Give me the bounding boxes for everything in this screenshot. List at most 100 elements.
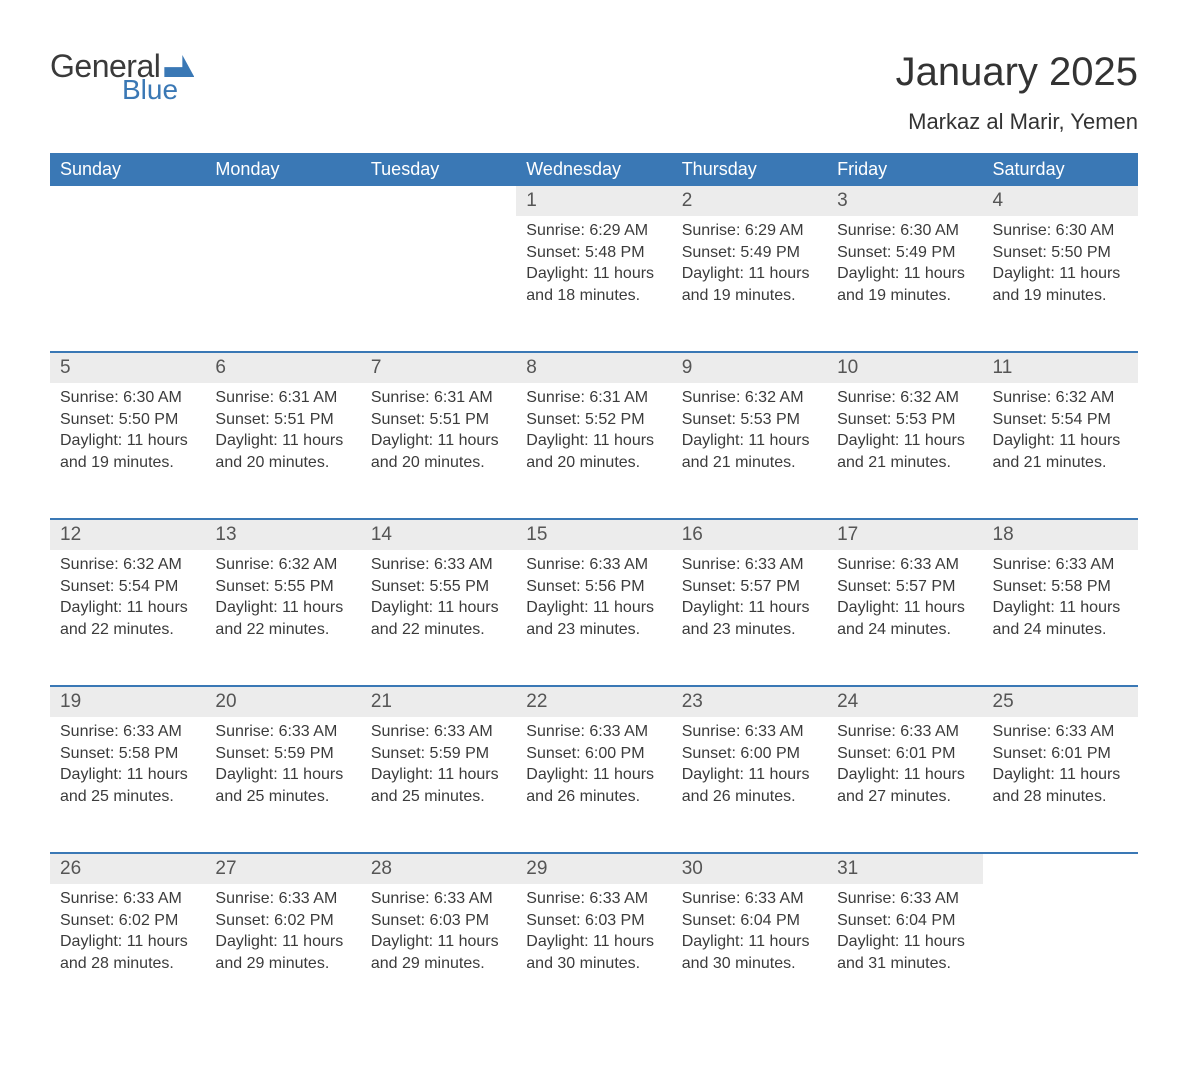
sunset-text: Sunset: 5:58 PM — [60, 743, 195, 765]
sunrise-text: Sunrise: 6:32 AM — [215, 554, 350, 576]
day-number: 20 — [205, 686, 360, 717]
day-cell: Sunrise: 6:33 AMSunset: 6:01 PMDaylight:… — [983, 717, 1138, 853]
day-number: 26 — [50, 853, 205, 884]
sunrise-text: Sunrise: 6:31 AM — [215, 387, 350, 409]
day-number: 7 — [361, 352, 516, 383]
weekday-header: Monday — [205, 153, 360, 186]
day-number: 8 — [516, 352, 671, 383]
sunset-text: Sunset: 5:58 PM — [993, 576, 1128, 598]
day-number: 13 — [205, 519, 360, 550]
week-daynum-row: 567891011 — [50, 352, 1138, 383]
sunrise-text: Sunrise: 6:33 AM — [215, 888, 350, 910]
day-cell: Sunrise: 6:32 AMSunset: 5:53 PMDaylight:… — [827, 383, 982, 519]
day-cell: Sunrise: 6:30 AMSunset: 5:49 PMDaylight:… — [827, 216, 982, 352]
day-cell: Sunrise: 6:33 AMSunset: 6:01 PMDaylight:… — [827, 717, 982, 853]
sunset-text: Sunset: 6:04 PM — [682, 910, 817, 932]
daylight-text: Daylight: 11 hours and 27 minutes. — [837, 764, 972, 807]
sunrise-text: Sunrise: 6:33 AM — [60, 721, 195, 743]
sunset-text: Sunset: 5:55 PM — [215, 576, 350, 598]
day-number: 11 — [983, 352, 1138, 383]
day-cell: Sunrise: 6:33 AMSunset: 5:59 PMDaylight:… — [205, 717, 360, 853]
empty-cell — [361, 186, 516, 216]
sunrise-text: Sunrise: 6:33 AM — [526, 554, 661, 576]
day-number: 2 — [672, 186, 827, 216]
weekday-header: Wednesday — [516, 153, 671, 186]
day-number: 12 — [50, 519, 205, 550]
empty-cell — [983, 853, 1138, 884]
sunrise-text: Sunrise: 6:33 AM — [526, 888, 661, 910]
day-number: 17 — [827, 519, 982, 550]
daylight-text: Daylight: 11 hours and 29 minutes. — [371, 931, 506, 974]
daylight-text: Daylight: 11 hours and 26 minutes. — [526, 764, 661, 807]
daylight-text: Daylight: 11 hours and 22 minutes. — [60, 597, 195, 640]
sunrise-text: Sunrise: 6:33 AM — [526, 721, 661, 743]
day-number: 14 — [361, 519, 516, 550]
daylight-text: Daylight: 11 hours and 20 minutes. — [215, 430, 350, 473]
daylight-text: Daylight: 11 hours and 23 minutes. — [526, 597, 661, 640]
weekday-header: Thursday — [672, 153, 827, 186]
day-cell: Sunrise: 6:29 AMSunset: 5:48 PMDaylight:… — [516, 216, 671, 352]
day-number: 15 — [516, 519, 671, 550]
day-cell: Sunrise: 6:33 AMSunset: 5:57 PMDaylight:… — [672, 550, 827, 686]
sunrise-text: Sunrise: 6:33 AM — [682, 554, 817, 576]
sunset-text: Sunset: 5:48 PM — [526, 242, 661, 264]
day-number: 24 — [827, 686, 982, 717]
daylight-text: Daylight: 11 hours and 24 minutes. — [837, 597, 972, 640]
sunset-text: Sunset: 5:52 PM — [526, 409, 661, 431]
sunset-text: Sunset: 6:00 PM — [526, 743, 661, 765]
day-number: 1 — [516, 186, 671, 216]
sunset-text: Sunset: 6:03 PM — [371, 910, 506, 932]
daylight-text: Daylight: 11 hours and 19 minutes. — [60, 430, 195, 473]
sunrise-text: Sunrise: 6:33 AM — [215, 721, 350, 743]
sunset-text: Sunset: 5:54 PM — [60, 576, 195, 598]
daylight-text: Daylight: 11 hours and 22 minutes. — [371, 597, 506, 640]
daylight-text: Daylight: 11 hours and 22 minutes. — [215, 597, 350, 640]
daylight-text: Daylight: 11 hours and 18 minutes. — [526, 263, 661, 306]
day-cell: Sunrise: 6:32 AMSunset: 5:55 PMDaylight:… — [205, 550, 360, 686]
sunrise-text: Sunrise: 6:33 AM — [682, 721, 817, 743]
sunset-text: Sunset: 5:49 PM — [682, 242, 817, 264]
week-body-row: Sunrise: 6:33 AMSunset: 5:58 PMDaylight:… — [50, 717, 1138, 853]
day-cell: Sunrise: 6:32 AMSunset: 5:53 PMDaylight:… — [672, 383, 827, 519]
sunset-text: Sunset: 5:51 PM — [215, 409, 350, 431]
day-cell: Sunrise: 6:33 AMSunset: 5:58 PMDaylight:… — [983, 550, 1138, 686]
sunset-text: Sunset: 6:02 PM — [60, 910, 195, 932]
empty-cell — [50, 216, 205, 352]
day-number: 4 — [983, 186, 1138, 216]
day-number: 29 — [516, 853, 671, 884]
day-cell: Sunrise: 6:32 AMSunset: 5:54 PMDaylight:… — [983, 383, 1138, 519]
day-cell: Sunrise: 6:33 AMSunset: 5:56 PMDaylight:… — [516, 550, 671, 686]
day-cell: Sunrise: 6:32 AMSunset: 5:54 PMDaylight:… — [50, 550, 205, 686]
sunrise-text: Sunrise: 6:33 AM — [837, 888, 972, 910]
daylight-text: Daylight: 11 hours and 28 minutes. — [60, 931, 195, 974]
day-cell: Sunrise: 6:33 AMSunset: 5:57 PMDaylight:… — [827, 550, 982, 686]
day-cell: Sunrise: 6:33 AMSunset: 6:04 PMDaylight:… — [672, 884, 827, 1020]
calendar-table: SundayMondayTuesdayWednesdayThursdayFrid… — [50, 153, 1138, 1020]
sunrise-text: Sunrise: 6:29 AM — [682, 220, 817, 242]
sunrise-text: Sunrise: 6:33 AM — [371, 554, 506, 576]
week-daynum-row: 12131415161718 — [50, 519, 1138, 550]
sunrise-text: Sunrise: 6:32 AM — [60, 554, 195, 576]
sunset-text: Sunset: 5:50 PM — [993, 242, 1128, 264]
day-cell: Sunrise: 6:31 AMSunset: 5:51 PMDaylight:… — [205, 383, 360, 519]
sunset-text: Sunset: 5:53 PM — [682, 409, 817, 431]
day-number: 9 — [672, 352, 827, 383]
day-number: 31 — [827, 853, 982, 884]
day-cell: Sunrise: 6:33 AMSunset: 5:59 PMDaylight:… — [361, 717, 516, 853]
sunrise-text: Sunrise: 6:32 AM — [837, 387, 972, 409]
day-cell: Sunrise: 6:30 AMSunset: 5:50 PMDaylight:… — [50, 383, 205, 519]
sunset-text: Sunset: 5:51 PM — [371, 409, 506, 431]
daylight-text: Daylight: 11 hours and 21 minutes. — [837, 430, 972, 473]
day-number: 18 — [983, 519, 1138, 550]
logo: General Blue — [50, 50, 194, 104]
daylight-text: Daylight: 11 hours and 31 minutes. — [837, 931, 972, 974]
day-cell: Sunrise: 6:33 AMSunset: 6:03 PMDaylight:… — [361, 884, 516, 1020]
sunset-text: Sunset: 5:54 PM — [993, 409, 1128, 431]
sunset-text: Sunset: 6:04 PM — [837, 910, 972, 932]
week-daynum-row: 19202122232425 — [50, 686, 1138, 717]
week-daynum-row: 262728293031 — [50, 853, 1138, 884]
sunset-text: Sunset: 5:59 PM — [371, 743, 506, 765]
sunset-text: Sunset: 5:49 PM — [837, 242, 972, 264]
week-daynum-row: 1234 — [50, 186, 1138, 216]
day-cell: Sunrise: 6:31 AMSunset: 5:51 PMDaylight:… — [361, 383, 516, 519]
